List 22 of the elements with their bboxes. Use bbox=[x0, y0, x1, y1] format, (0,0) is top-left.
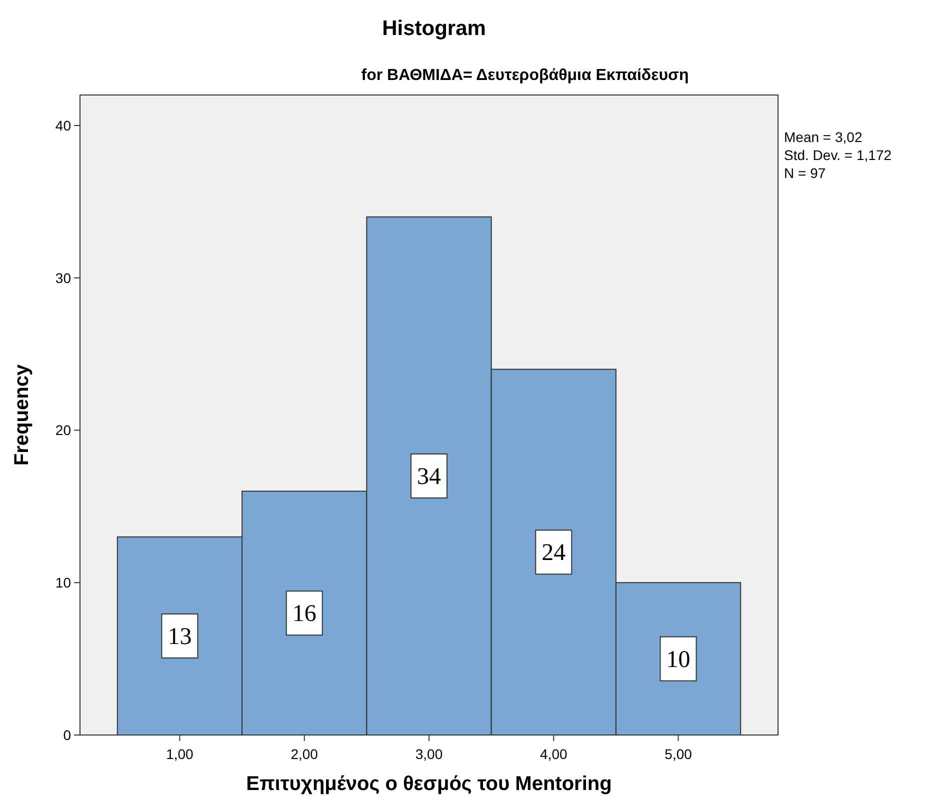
x-tick-label: 1,00 bbox=[166, 746, 194, 762]
y-tick-label: 30 bbox=[55, 270, 72, 286]
data-label: 10 bbox=[666, 646, 690, 673]
y-axis-title: Frequency bbox=[11, 364, 33, 466]
x-tick-label: 2,00 bbox=[290, 746, 318, 762]
data-label: 13 bbox=[168, 624, 192, 650]
y-tick-label: 0 bbox=[63, 727, 72, 743]
x-tick-label: 3,00 bbox=[415, 746, 443, 762]
y-tick-label: 10 bbox=[55, 574, 72, 591]
data-label: 16 bbox=[292, 601, 316, 628]
x-tick-label: 4,00 bbox=[540, 746, 568, 762]
chart-title: Histogram bbox=[382, 17, 486, 40]
text: Mean = 3,02 bbox=[784, 129, 862, 145]
data-label: 34 bbox=[417, 464, 441, 490]
text: Std. Dev. = 1,172 bbox=[784, 147, 892, 163]
data-label: 24 bbox=[542, 540, 566, 566]
x-tick-label: 5,00 bbox=[664, 746, 692, 762]
text: N = 97 bbox=[784, 165, 826, 181]
y-tick-label: 20 bbox=[55, 422, 72, 438]
y-tick-label: 40 bbox=[55, 117, 72, 134]
chart-subtitle: for ΒΑΘΜΙΔΑ= Δευτεροβάθμια Εκπαίδευση bbox=[361, 67, 689, 84]
x-axis-title: Επιτυχημένος ο θεσμός του Mentoring bbox=[246, 773, 612, 795]
